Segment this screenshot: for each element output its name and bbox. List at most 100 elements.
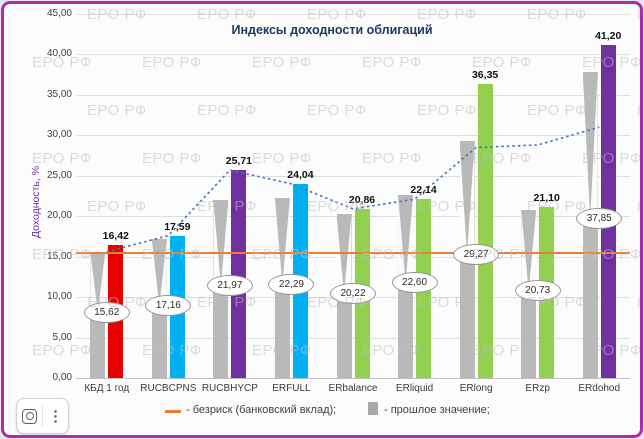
more-options-icon: ⋮ <box>48 407 63 425</box>
x-category-label: ERFULL <box>272 383 311 394</box>
current-value-bar <box>477 84 493 378</box>
legend-riskfree-label: - безриск (банковский вклад); <box>186 404 337 416</box>
toolbar-divider <box>42 405 43 427</box>
past-value-callout: 22,60 <box>391 272 438 294</box>
y-tick-label: 10,00 <box>46 291 72 302</box>
current-value-label: 17,59 <box>164 220 191 233</box>
y-tick-label: 15,00 <box>46 251 72 262</box>
callout-tail <box>151 239 167 306</box>
watermark-text: ЕРО РФ <box>142 54 202 71</box>
callout-tail-left <box>336 214 344 293</box>
x-category-label: ERzp <box>525 383 550 394</box>
watermark-text: ЕРО РФ <box>637 294 642 311</box>
x-category-label: ERbalance <box>328 383 378 394</box>
callout-tail <box>521 210 537 291</box>
past-value-callout: 15,62 <box>83 301 130 323</box>
x-category-label: ERlong <box>459 383 493 394</box>
watermark-text: ЕРО РФ <box>87 102 147 119</box>
watermark-text: ЕРО РФ <box>637 198 642 215</box>
camera-button[interactable] <box>17 399 42 433</box>
watermark-text: ЕРО РФ <box>32 342 92 359</box>
x-category-label: ERdohod <box>578 383 621 394</box>
gridline <box>76 176 630 177</box>
callout-tail-left <box>274 197 283 285</box>
current-value-bar <box>231 170 247 378</box>
current-value-label: 24,04 <box>287 168 314 181</box>
past-value-swatch <box>368 402 378 415</box>
watermark-text: ЕРО РФ <box>307 102 367 119</box>
y-tick-label: 45,00 <box>46 8 72 19</box>
watermark-text: ЕРО РФ <box>87 198 147 215</box>
callout-tail-left <box>459 141 468 255</box>
callout-tail-left <box>582 71 591 219</box>
callout-tail-right <box>220 200 229 286</box>
gridline <box>76 338 630 339</box>
callout-tail-right <box>344 214 352 293</box>
callout-tail <box>213 200 229 286</box>
legend: - безриск (банковский вклад); - прошлое … <box>2 402 642 422</box>
gridline <box>76 135 630 136</box>
gridline <box>76 14 630 15</box>
callout-tail-left <box>213 200 221 286</box>
legend-past-label: - прошлое значение; <box>384 404 490 416</box>
gridline <box>76 95 630 96</box>
floating-toolbar: ⋮ <box>16 398 69 434</box>
watermark-text: ЕРО РФ <box>637 6 642 23</box>
callout-tail <box>90 251 106 313</box>
y-axis-title: Доходность, % <box>30 165 42 239</box>
callout-tail-left <box>398 195 406 283</box>
watermark-text: ЕРО РФ <box>417 102 477 119</box>
current-value-label: 21,10 <box>533 192 560 205</box>
x-category-label: КБД 1 год <box>84 383 130 394</box>
camera-lens-icon <box>22 408 37 424</box>
callout-tail-right <box>97 251 106 313</box>
callout-tail <box>459 141 475 255</box>
current-value-label: 25,71 <box>225 155 253 167</box>
x-category-label: RUCBHYCP <box>201 383 258 394</box>
current-value-label: 22,14 <box>410 183 437 196</box>
callout-tail-left <box>90 251 98 313</box>
more-options-button[interactable]: ⋮ <box>43 399 68 433</box>
watermark-text: ЕРО РФ <box>527 102 587 119</box>
callout-tail-right <box>590 71 598 219</box>
callout-tail-right <box>159 239 167 306</box>
y-tick-label: 20,00 <box>46 210 72 221</box>
callout-tail <box>274 197 290 285</box>
watermark-text: ЕРО РФ <box>252 54 312 71</box>
watermark-text: ЕРО РФ <box>362 54 422 71</box>
callout-tail-right <box>405 195 414 283</box>
current-value-label: 41,20 <box>595 29 622 42</box>
y-tick-label: 40,00 <box>46 48 72 59</box>
past-value-callout: 22,29 <box>268 273 315 295</box>
past-value-callout: 20,73 <box>514 280 561 302</box>
callout-tail <box>398 195 414 283</box>
y-tick-label: 35,00 <box>46 89 72 100</box>
callout-tail-right <box>528 210 537 291</box>
callout-tail <box>336 214 352 293</box>
callout-tail-right <box>467 141 475 255</box>
past-value-callout: 20,22 <box>330 282 376 304</box>
x-category-label: ERliquid <box>395 383 434 394</box>
watermark-text: ЕРО РФ <box>637 102 642 119</box>
riskfree-line <box>76 251 630 254</box>
y-tick-label: 5,00 <box>52 332 72 343</box>
x-axis-line <box>76 378 630 379</box>
past-value-callout: 17,16 <box>145 295 192 317</box>
callout-tail <box>582 71 598 219</box>
watermark-text: ЕРО РФ <box>142 150 202 167</box>
x-category-label: RUCBCPNS <box>140 383 197 394</box>
y-tick-label: 25,00 <box>46 170 72 181</box>
gridline <box>76 54 630 55</box>
callout-tail-left <box>151 239 160 306</box>
chart-title: Индексы доходности облигаций <box>231 23 433 37</box>
callout-tail-right <box>282 197 290 285</box>
current-value-label: 16,42 <box>102 230 129 243</box>
past-value-callout: 21,97 <box>206 275 253 297</box>
callout-tail-left <box>521 210 529 291</box>
y-tick-label: 0,00 <box>52 372 72 383</box>
watermark-text: ЕРО РФ <box>362 150 422 167</box>
watermark-text: ЕРО РФ <box>197 102 257 119</box>
y-tick-label: 30,00 <box>46 129 72 140</box>
riskfree-line-swatch <box>165 410 181 413</box>
